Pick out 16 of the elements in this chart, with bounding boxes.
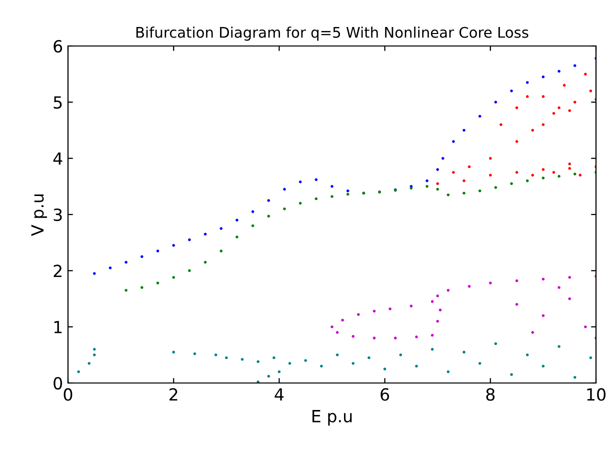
chart-title: Bifurcation Diagram for q=5 With Nonlinear Core Loss (136, 26, 528, 41)
x-tick-label: 0 (64, 388, 72, 401)
y-tick-label: 5 (54, 96, 62, 109)
y-tick-label: 0 (54, 376, 62, 390)
y-tick-label: 1 (54, 321, 62, 334)
y-tick-label: 3 (54, 208, 62, 222)
x-tick-label: 4 (274, 388, 284, 401)
x-tick-label: 6 (380, 388, 390, 401)
x-tick-label: 2 (170, 388, 178, 401)
y-tick-label: 6 (54, 40, 62, 53)
y-tick-label: 4 (53, 152, 62, 165)
y-axis-title: V p.u (31, 194, 47, 236)
y-tick-label: 2 (54, 264, 62, 277)
x-axis-title: E p.u (312, 410, 352, 426)
x-tick-label: 8 (486, 388, 495, 401)
x-tick-label: 10 (587, 388, 606, 401)
